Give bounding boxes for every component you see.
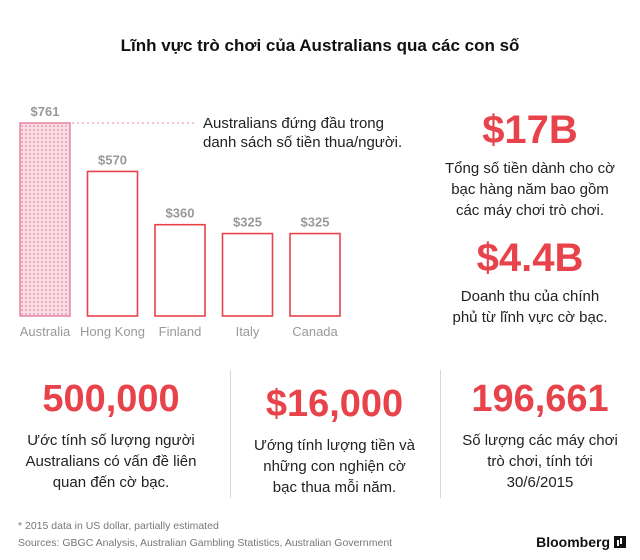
category-label: Finland xyxy=(159,324,202,339)
bar-australia xyxy=(19,122,71,317)
bar-chart: $761 Australia $570 Hong Kong $360 Finland $32… xyxy=(19,104,341,339)
stat-value: 500,000 xyxy=(42,378,180,420)
bloomberg-logo: Bloomberg xyxy=(536,534,626,550)
stat-gaming-machines: 196,661 Số lượng các máy chơi trò chơi, … xyxy=(440,380,640,493)
bar-canada xyxy=(289,232,341,317)
category-label: Italy xyxy=(236,324,260,339)
stat-value: $16,000 xyxy=(265,383,404,425)
stat-description: Ước tính số lượng người Australians có v… xyxy=(25,432,197,491)
bars-icon xyxy=(614,536,626,548)
bar-finland xyxy=(154,223,206,317)
bar-value-label: $325 xyxy=(301,215,330,230)
stat-gov-revenue: $4.4B Doanh thu của chính phủ từ lĩnh vự… xyxy=(420,238,640,328)
stat-description: Ướng tính lượng tiền và những con nghiện… xyxy=(254,437,415,496)
brand-name: Bloomberg xyxy=(536,534,610,550)
bar-value-label: $761 xyxy=(31,104,60,119)
bar-value-label: $570 xyxy=(98,152,127,167)
stat-value: $4.4B xyxy=(476,236,584,280)
stat-description: Số lượng các máy chơi trò chơi, tính tới… xyxy=(462,432,618,491)
category-label: Australia xyxy=(20,324,71,339)
divider xyxy=(230,370,231,498)
stat-problem-gamblers: 500,000 Ước tính số lượng người Australi… xyxy=(0,380,222,493)
chart-annotation: Australians đứng đầu trong danh sách số … xyxy=(203,115,403,151)
stat-value: $17B xyxy=(482,108,578,152)
stat-description: Doanh thu của chính phủ từ lĩnh vực cờ b… xyxy=(452,288,608,326)
stat-value: 196,661 xyxy=(471,378,609,420)
bar-value-label: $360 xyxy=(166,206,195,221)
bar-value-label: $325 xyxy=(233,215,262,230)
stat-description: Tổng số tiền dành cho cờ bạc hàng năm ba… xyxy=(445,160,615,219)
divider xyxy=(440,370,441,498)
sources: Sources: GBGC Analysis, Australian Gambl… xyxy=(18,537,393,549)
stat-loss-per-addict: $16,000 Ướng tính lượng tiền và những co… xyxy=(232,385,437,498)
footnote: * 2015 data in US dollar, partially esti… xyxy=(18,520,219,532)
chart-title: Lĩnh vực trò chơi của Australians qua cá… xyxy=(120,36,520,55)
stat-total-spend: $17B Tổng số tiền dành cho cờ bạc hàng n… xyxy=(420,110,640,221)
category-label: Hong Kong xyxy=(80,324,145,339)
bar-italy xyxy=(221,232,274,317)
category-label: Canada xyxy=(292,324,338,339)
bar-hong-kong xyxy=(86,170,139,317)
